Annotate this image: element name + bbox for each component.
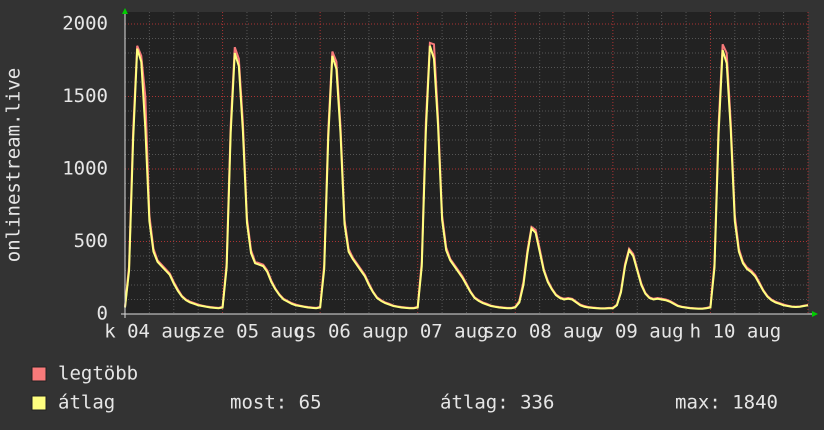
stat-label: max: 1840 <box>675 392 778 414</box>
x-tick-label: p 07 aug <box>397 321 489 343</box>
y-tick-label: 1000 <box>62 158 108 180</box>
x-tick-label: v 09 aug <box>592 321 684 343</box>
x-tick-label: cs 06 aug <box>294 321 397 343</box>
x-tick-label: sze 05 aug <box>190 321 304 343</box>
x-tick-label: h 10 aug <box>690 321 782 343</box>
x-tick-label: szo 08 aug <box>483 321 597 343</box>
legend-label: átlag <box>58 392 115 414</box>
stat-label: átlag: 336 <box>440 392 554 414</box>
legend-swatch <box>31 395 47 411</box>
y-tick-label: 1500 <box>62 85 108 107</box>
y-tick-label: 0 <box>97 303 108 325</box>
series-line <box>124 45 809 310</box>
y-axis-label: onlinestream.live <box>3 68 25 262</box>
y-tick-label: 500 <box>74 230 108 252</box>
x-tick-label: k 04 aug <box>104 321 196 343</box>
y-tick-label: 2000 <box>62 13 108 35</box>
legend-label: legtöbb <box>58 363 138 385</box>
stat-label: most: 65 <box>230 392 322 414</box>
legend-swatch <box>31 366 47 382</box>
axis-arrow <box>812 311 818 317</box>
axis-arrow <box>122 8 128 14</box>
